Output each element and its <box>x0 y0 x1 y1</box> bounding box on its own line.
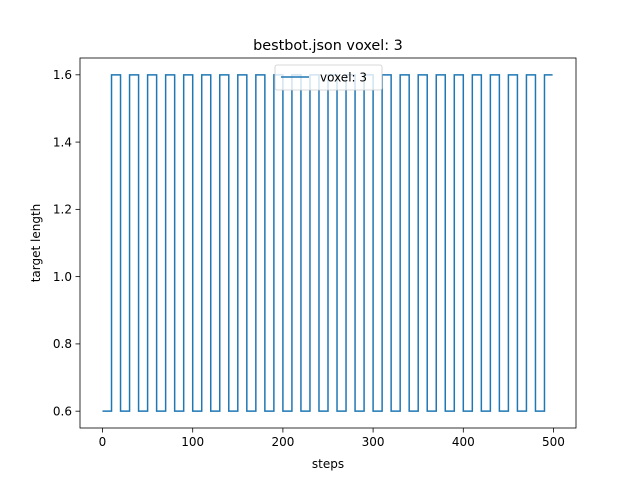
x-axis-label: steps <box>312 457 344 471</box>
series-layer <box>102 74 553 412</box>
y-tick-label: 1.4 <box>53 135 72 149</box>
x-tick-label: 400 <box>452 435 475 449</box>
x-tick-label: 300 <box>362 435 385 449</box>
legend: voxel: 3 <box>274 64 383 91</box>
legend-label: voxel: 3 <box>320 71 367 85</box>
y-tick-label: 1.0 <box>53 270 72 284</box>
legend-box <box>274 64 383 91</box>
y-tick-label: 1.6 <box>53 68 72 82</box>
ticks-layer: 0 100 200 300 400 500 0.6 0.8 1.0 1.2 1.4 1.6 <box>53 68 565 449</box>
series-line <box>102 74 553 412</box>
x-tick-label: 100 <box>181 435 204 449</box>
y-tick-label: 0.6 <box>53 404 72 418</box>
y-tick-label: 1.2 <box>53 203 72 217</box>
x-tick-label: 200 <box>271 435 294 449</box>
x-tick-label: 500 <box>542 435 565 449</box>
y-tick-label: 0.8 <box>53 337 72 351</box>
plot-frame <box>79 57 577 429</box>
y-axis-label: target length <box>29 204 43 283</box>
x-tick-label: 0 <box>99 435 107 449</box>
chart-title: bestbot.json voxel: 3 <box>253 38 403 54</box>
